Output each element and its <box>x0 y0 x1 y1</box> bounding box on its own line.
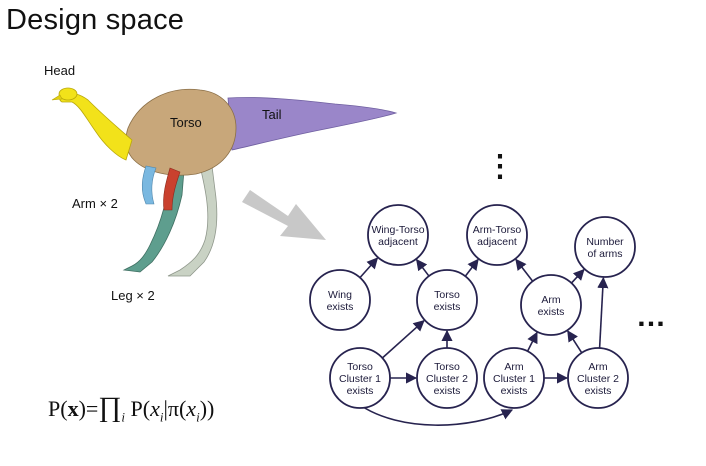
node-label-line: exists <box>327 301 354 313</box>
formula-given: |π(xi) <box>163 396 208 425</box>
leg-far <box>167 149 218 277</box>
node-label-line: Cluster 1 <box>493 373 535 385</box>
node-circle <box>416 269 478 331</box>
node-circle <box>520 274 582 336</box>
node-label-line: exists <box>434 385 461 397</box>
node-label-line: Wing <box>328 289 352 301</box>
node-circle <box>567 347 629 409</box>
edge-arm_cluster_2-to-number_of_arms <box>597 276 609 349</box>
arm-red <box>163 167 181 211</box>
edge-torso_exists-to-wing_torso_adjacent <box>415 258 430 277</box>
edge-torso-cluster1-to-arm-cluster1 <box>359 404 514 426</box>
formula-equals: = <box>85 396 99 421</box>
head <box>58 87 78 101</box>
node-label-line: exists <box>347 385 374 397</box>
node-label-line: Cluster 2 <box>577 373 619 385</box>
node-label-line: Cluster 1 <box>339 373 381 385</box>
node-label-line: Arm-Torso <box>473 224 522 236</box>
node-label-line: Number <box>586 236 624 248</box>
horizontal-ellipsis: … <box>636 300 666 333</box>
node-circle <box>329 347 391 409</box>
node-label-line: Torso <box>434 361 460 373</box>
transition-arrow <box>242 190 326 240</box>
tail <box>227 97 398 151</box>
formula-product: ∏ <box>98 392 122 423</box>
edge-arm_exists-to-number_of_arms <box>570 268 585 284</box>
node-label-line: Torso <box>347 361 373 373</box>
creature-illustration <box>51 87 398 277</box>
arm-blue <box>141 165 157 205</box>
node-label-line: Arm <box>541 294 561 306</box>
node-label-line: exists <box>434 301 461 313</box>
node-label-line: exists <box>501 385 528 397</box>
edge-torso_cluster_1-to-torso_exists <box>381 319 425 359</box>
label-leg: Leg × 2 <box>111 288 155 303</box>
node-label-line: Cluster 2 <box>426 373 468 385</box>
formula-given-sub: i <box>196 409 200 425</box>
graph-edges <box>359 257 609 384</box>
node-label-line: Torso <box>434 289 460 301</box>
edge-arm_exists-to-arm_torso_adjacent <box>515 258 534 282</box>
formula-rhs-sub: i <box>159 409 164 425</box>
node-circle <box>416 347 478 409</box>
vertical-ellipsis: ⋮ <box>485 150 515 183</box>
node-label-line: Arm <box>504 361 524 373</box>
formula-lhs: P(x) <box>48 396 86 421</box>
node-label-line: Arm <box>588 361 608 373</box>
head-neck <box>59 92 133 161</box>
formula-product-index: i <box>121 409 125 425</box>
slide-title: Design space <box>6 4 185 36</box>
node-circle <box>466 204 528 266</box>
node-circle <box>483 347 545 409</box>
beak <box>51 94 63 101</box>
probability-formula: P(x)=∏i P(xi|π(xi)) <box>48 392 215 425</box>
edge-torso_exists-to-arm_torso_adjacent <box>464 258 479 277</box>
node-label-line: exists <box>538 306 565 318</box>
node-label-line: adjacent <box>477 236 517 248</box>
edge-arm_cluster_1-to-arm_exists <box>526 331 538 352</box>
node-label-line: Wing-Torso <box>371 224 424 236</box>
node-label-line: adjacent <box>378 236 418 248</box>
label-torso: Torso <box>170 115 202 130</box>
node-circle <box>367 204 429 266</box>
label-head: Head <box>44 63 75 78</box>
node-label-line: of arms <box>587 248 622 260</box>
edge-wing_exists-to-wing_torso_adjacent <box>359 257 379 279</box>
torso <box>125 88 237 176</box>
label-arm: Arm × 2 <box>72 196 118 211</box>
edge-arm_cluster_2-to-arm_exists <box>567 330 583 354</box>
label-tail: Tail <box>262 107 282 122</box>
node-label-line: exists <box>585 385 612 397</box>
node-circle <box>309 269 371 331</box>
node-circle <box>574 216 636 278</box>
